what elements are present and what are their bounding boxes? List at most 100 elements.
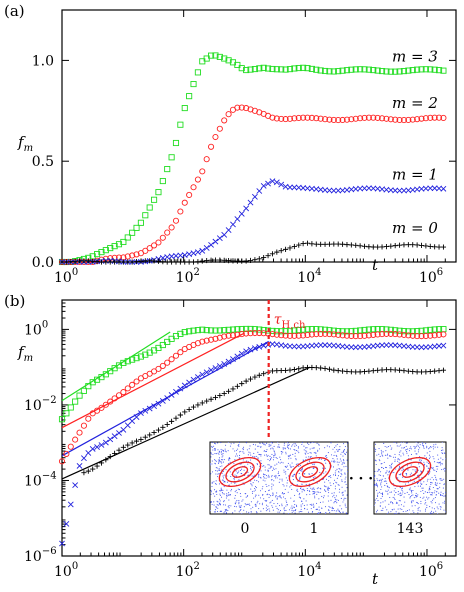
particle: [314, 497, 316, 499]
particle: [380, 479, 382, 481]
particle: [402, 468, 404, 470]
particle: [290, 485, 292, 487]
particle: [316, 508, 318, 510]
particle: [213, 445, 215, 447]
particle: [416, 501, 418, 503]
data-point: [142, 351, 149, 358]
x-tick-exp: 2: [193, 561, 199, 572]
data-point: [190, 376, 197, 383]
data-point: [256, 343, 263, 350]
particle: [378, 470, 380, 472]
particle: [433, 444, 435, 446]
particle: [427, 478, 429, 480]
panel-b-inset: 0 1 143· · ·: [209, 441, 447, 537]
data-point: [225, 258, 232, 264]
particle: [282, 493, 285, 495]
data-point: [137, 410, 144, 417]
particle: [343, 448, 346, 451]
y-tick-label: 10−4: [24, 470, 57, 489]
particle: [223, 501, 225, 503]
particle: [324, 513, 326, 514]
particle: [384, 478, 386, 480]
particle: [389, 445, 391, 447]
particle: [406, 465, 408, 467]
particle: [374, 479, 376, 482]
data-point: [375, 244, 381, 250]
particle: [441, 468, 443, 471]
data-point: [124, 358, 131, 365]
particle: [213, 504, 215, 506]
data-point: [361, 185, 368, 192]
particle: [275, 474, 277, 476]
data-point: [190, 259, 197, 265]
data-point: [274, 368, 280, 374]
particle: [257, 500, 259, 502]
data-point: [129, 440, 135, 446]
data-point: [300, 332, 307, 339]
data-point: [181, 105, 188, 112]
particle: [295, 449, 298, 452]
data-point: [278, 248, 284, 254]
particle: [380, 497, 382, 500]
particle: [419, 496, 421, 498]
particle: [269, 455, 271, 457]
particle: [338, 449, 340, 451]
particle: [256, 455, 258, 457]
data-point: [330, 331, 337, 338]
data-point: [295, 343, 302, 350]
particle: [340, 460, 342, 462]
particle: [338, 461, 340, 463]
data-point: [313, 331, 320, 338]
particle: [333, 492, 335, 494]
data-point: [98, 259, 105, 265]
particle: [264, 491, 266, 493]
particle: [385, 467, 387, 469]
particle: [266, 455, 268, 458]
particle: [223, 459, 225, 461]
particle: [259, 454, 261, 456]
data-point: [375, 367, 381, 373]
particle: [276, 498, 278, 500]
data-point: [335, 68, 342, 75]
data-point: [169, 418, 175, 424]
particle: [380, 449, 382, 451]
data-point: [169, 259, 175, 265]
particle: [237, 488, 239, 490]
particle: [238, 500, 240, 502]
particle: [410, 446, 412, 448]
data-point: [326, 330, 333, 338]
panel-a-ylabel: fm: [17, 133, 33, 154]
data-point: [291, 65, 298, 72]
particle: [226, 489, 228, 491]
data-point: [317, 342, 324, 348]
particle: [313, 487, 315, 489]
particle: [216, 490, 218, 492]
particle: [311, 447, 313, 449]
data-point: [378, 115, 386, 122]
data-point: [129, 381, 136, 388]
particle: [269, 460, 271, 462]
particle: [221, 449, 223, 451]
data-point: [422, 66, 429, 73]
particle: [411, 502, 413, 504]
data-point: [94, 259, 100, 265]
data-point: [76, 462, 83, 469]
particle: [264, 474, 266, 476]
particle: [210, 473, 212, 475]
particle: [268, 496, 270, 498]
separatrix-contour: [395, 461, 425, 483]
particle: [309, 452, 311, 454]
particle: [329, 482, 331, 484]
particle: [210, 491, 213, 493]
particle: [328, 476, 330, 478]
particle: [257, 445, 259, 447]
particle: [283, 444, 285, 446]
particle: [226, 495, 228, 497]
particle: [271, 488, 273, 490]
particle: [335, 495, 337, 497]
particle: [254, 456, 256, 458]
data-point: [221, 231, 228, 238]
particle: [323, 485, 325, 487]
particle: [238, 479, 240, 481]
data-point: [256, 329, 263, 337]
